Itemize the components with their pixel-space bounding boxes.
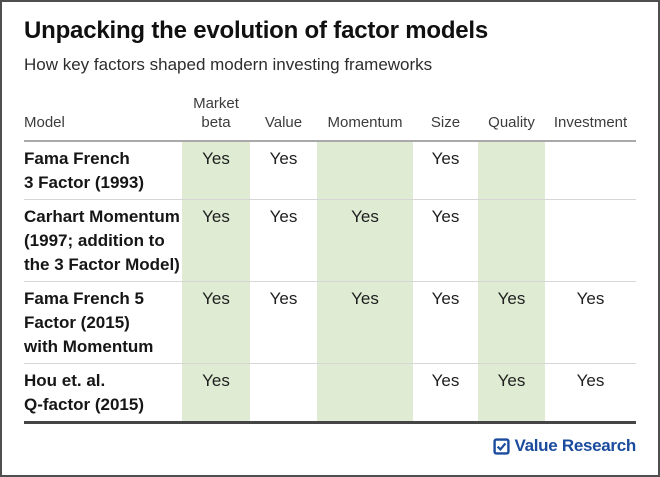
table-row: Fama French 3 Factor (1993) Yes Yes Yes <box>24 141 636 200</box>
factor-cell-yes: Yes <box>182 141 250 200</box>
factor-cell-yes: Yes <box>431 289 460 308</box>
column-header-quality: Quality <box>488 114 535 131</box>
table-body: Fama French 3 Factor (1993) Yes Yes Yes Carha… <box>24 141 636 423</box>
column-header-model: Model <box>24 114 65 131</box>
column-header-value: Value <box>264 114 303 131</box>
table-header-row: Model Market beta Value Momentum Size Quality… <box>24 94 636 141</box>
factor-cell-empty <box>317 363 413 423</box>
factor-cell-yes: Yes <box>269 149 298 168</box>
table-row: Fama French 5 Factor (2015) with Momentum Y… <box>24 281 636 364</box>
factor-cell-empty <box>478 141 545 200</box>
factor-cell-yes: Yes <box>182 281 250 364</box>
column-header-investment: Investment <box>553 114 628 131</box>
factor-cell-yes: Yes <box>431 149 460 168</box>
factor-table: Model Market beta Value Momentum Size Quality… <box>24 94 636 424</box>
factor-cell-yes: Yes <box>576 289 605 308</box>
brand-name: Value Research <box>514 436 637 455</box>
column-header-momentum: Momentum <box>327 114 403 131</box>
column-header-market-beta: Market beta <box>193 95 239 131</box>
table-row: Carhart Momentum (1997; addition to the 3 … <box>24 199 636 282</box>
factor-cell-yes: Yes <box>576 371 605 390</box>
factor-cell-empty <box>317 141 413 200</box>
table-header: Model Market beta Value Momentum Size Quality… <box>24 94 636 141</box>
factor-cell-empty <box>478 199 545 282</box>
footer: Value Research <box>24 436 636 456</box>
table-row: Hou et. al. Q-factor (2015) Yes Yes Yes Yes <box>24 363 636 423</box>
value-research-logo: Value Research <box>492 436 637 456</box>
factor-cell-yes: Yes <box>182 363 250 423</box>
page-title: Unpacking the evolution of factor models <box>24 17 489 44</box>
factor-cell-empty <box>250 364 317 423</box>
model-name: Carhart Momentum (1997; addition to the 3 … <box>24 207 180 274</box>
factor-cell-yes: Yes <box>317 281 413 364</box>
factor-cell-yes: Yes <box>431 371 460 390</box>
factor-cell-yes: Yes <box>478 363 545 423</box>
factor-cell-yes: Yes <box>478 281 545 364</box>
factor-cell-empty <box>545 200 636 282</box>
model-name: Fama French 3 Factor (1993) <box>24 149 144 192</box>
factor-cell-yes: Yes <box>269 207 298 226</box>
factor-cell-yes: Yes <box>431 207 460 226</box>
checked-checkbox-icon <box>492 437 510 455</box>
column-header-size: Size <box>430 114 461 131</box>
factor-cell-yes: Yes <box>182 199 250 282</box>
factor-cell-yes: Yes <box>317 199 413 282</box>
model-name: Fama French 5 Factor (2015) with Momentum <box>24 289 154 356</box>
factor-cell-yes: Yes <box>269 289 298 308</box>
model-name: Hou et. al. Q-factor (2015) <box>24 371 144 414</box>
factor-cell-empty <box>545 141 636 200</box>
page-subtitle: How key factors shaped modern investing … <box>24 55 433 74</box>
